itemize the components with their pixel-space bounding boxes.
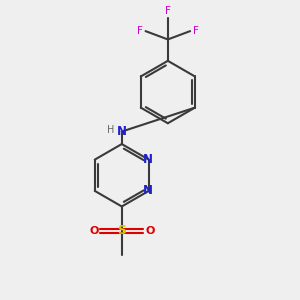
Text: O: O (89, 226, 98, 236)
Text: F: F (137, 26, 143, 36)
Text: F: F (193, 26, 198, 36)
Text: O: O (145, 226, 154, 236)
Text: N: N (117, 125, 127, 138)
Text: N: N (143, 153, 153, 166)
Text: F: F (165, 7, 171, 16)
Text: H: H (107, 125, 114, 135)
Text: S: S (117, 224, 126, 237)
Text: N: N (143, 184, 153, 197)
